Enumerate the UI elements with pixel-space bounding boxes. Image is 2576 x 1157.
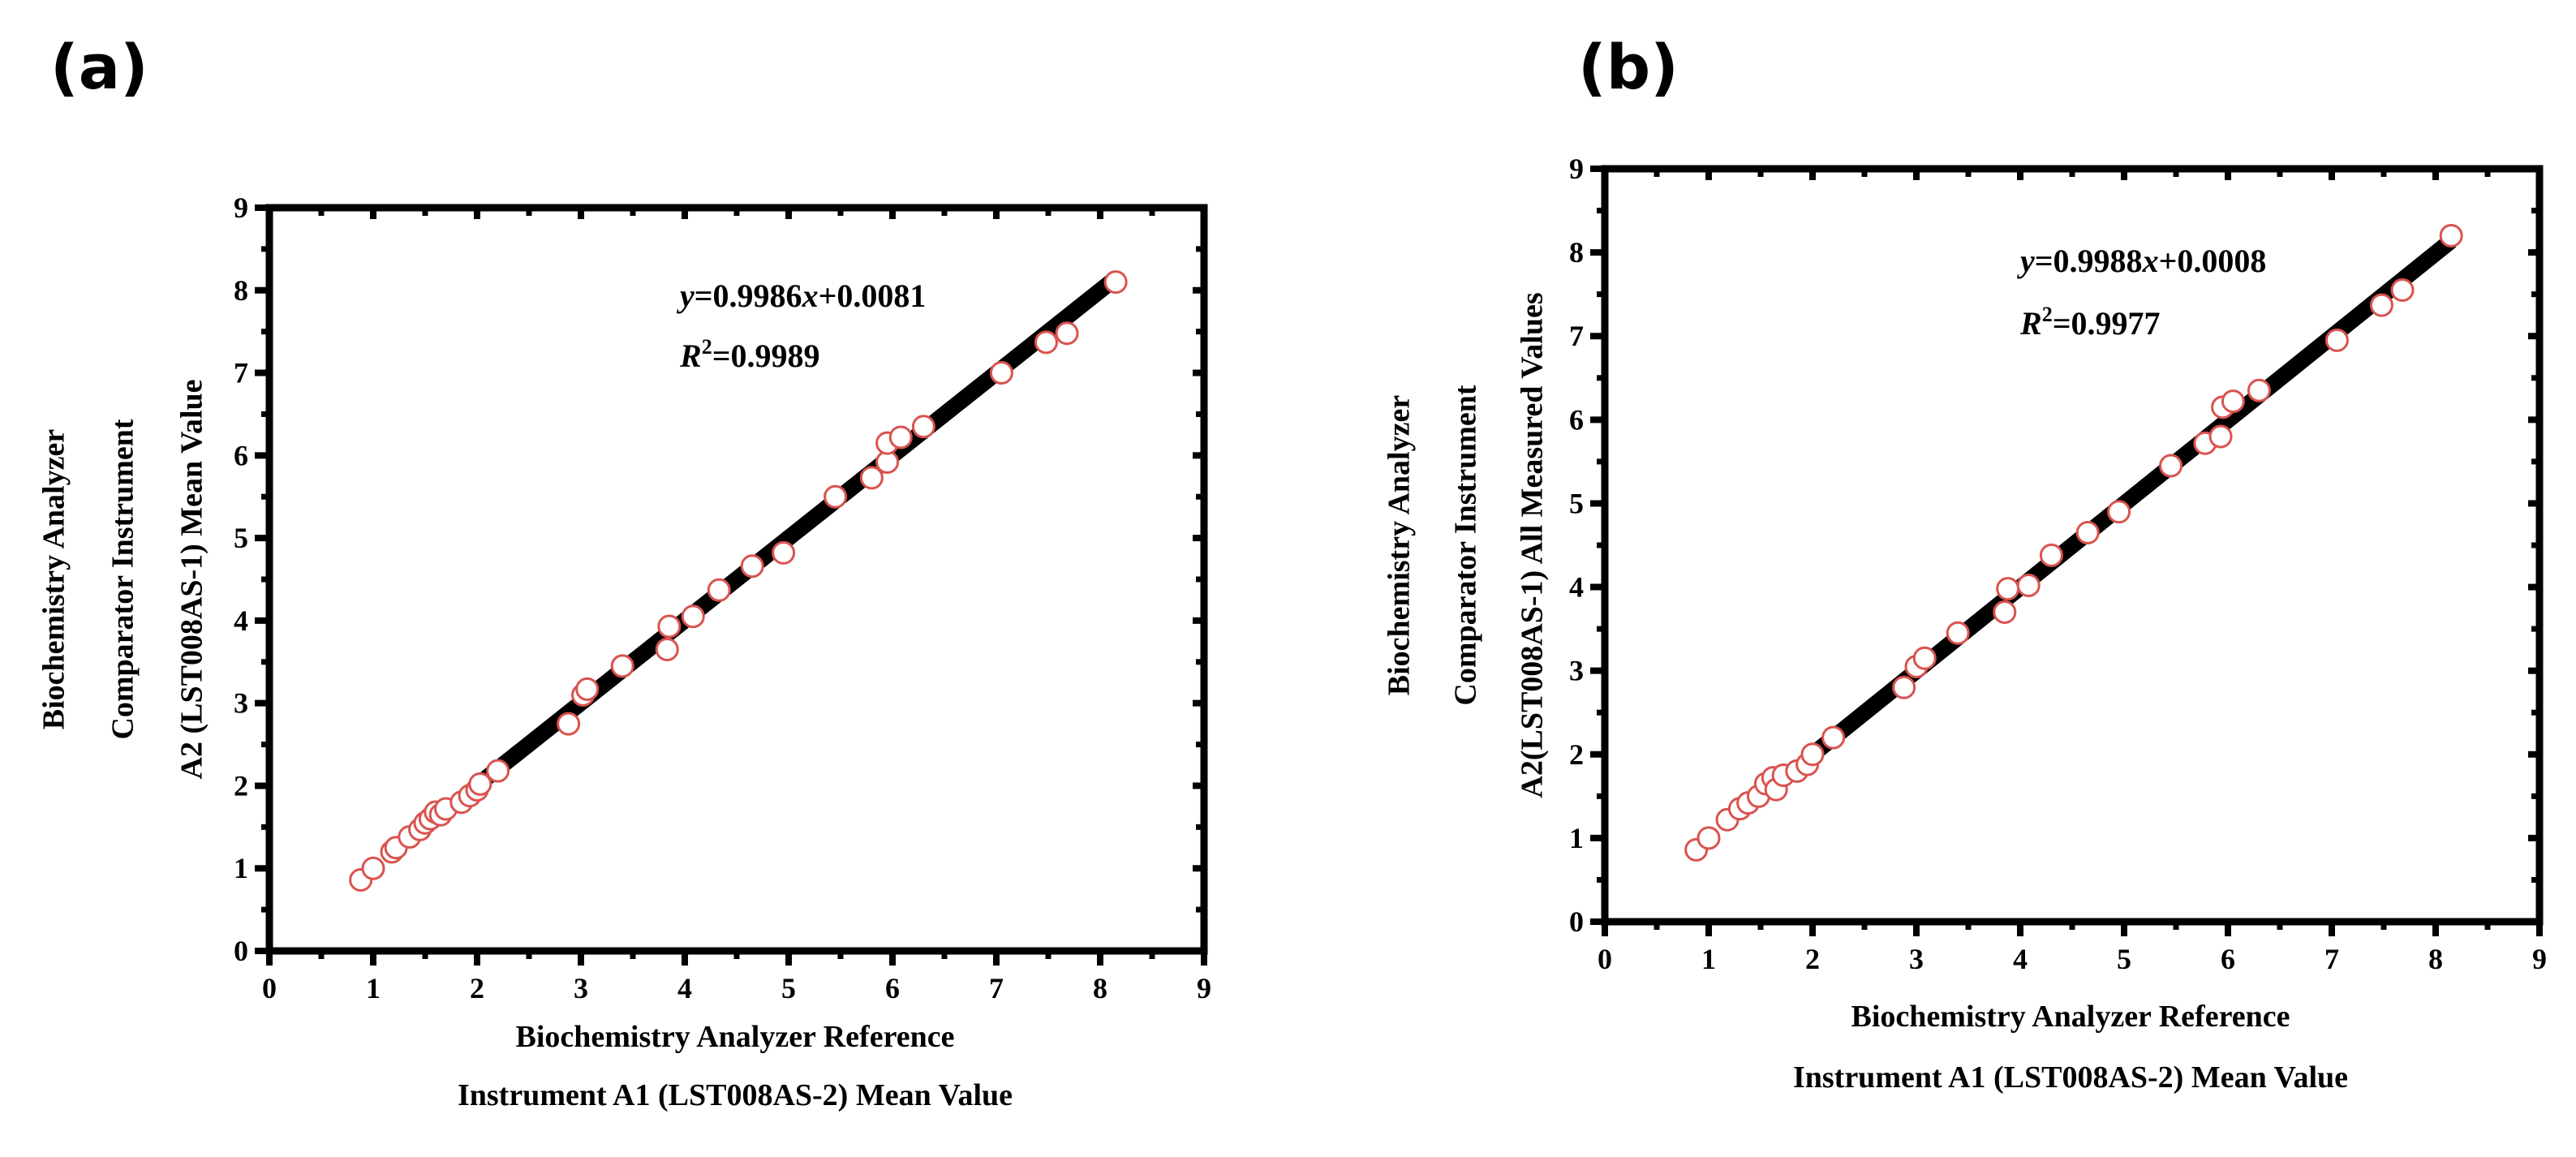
y-tick-label: 2 — [1569, 738, 1584, 771]
data-point — [2075, 521, 2100, 545]
data-point — [989, 361, 1013, 385]
data-point — [2208, 424, 2233, 449]
y-tick-label: 5 — [234, 522, 248, 554]
x-tick-label: 9 — [1197, 972, 1211, 1004]
data-point — [1912, 646, 1937, 670]
data-point — [486, 759, 510, 783]
y-axis-title-line: Biochemistry Analyzer — [37, 429, 71, 730]
x-tick-label: 0 — [262, 972, 277, 1004]
data-point — [824, 484, 848, 509]
data-point — [1946, 621, 1970, 645]
x-tick-label: 4 — [2013, 943, 2028, 975]
data-point — [1034, 330, 1058, 355]
x-tick-label: 9 — [2532, 943, 2547, 975]
data-point — [2324, 328, 2349, 352]
y-axis-title-line: Comparator Instrument — [1449, 385, 1483, 705]
data-point — [859, 466, 884, 490]
data-point — [655, 638, 679, 662]
y-tick-label: 8 — [1569, 236, 1584, 269]
x-tick-label: 3 — [574, 972, 588, 1004]
y-tick-label: 3 — [234, 687, 248, 720]
y-axis-title-line: Comparator Instrument — [106, 419, 140, 739]
panel-label-b: (b) — [1578, 31, 1679, 103]
data-point — [772, 540, 796, 565]
regression-equation: y=0.9988x+0.0008 — [2017, 243, 2266, 279]
x-tick-label: 0 — [1598, 943, 1612, 975]
data-point — [2221, 389, 2245, 414]
y-tick-label: 9 — [234, 191, 248, 224]
y-tick-label: 6 — [1569, 403, 1584, 436]
y-tick-label: 5 — [1569, 487, 1584, 519]
x-tick-label: 6 — [885, 972, 900, 1004]
data-point — [2039, 543, 2063, 567]
x-axis-title-line: Biochemistry Analyzer Reference — [1851, 1000, 2290, 1034]
x-tick-label: 1 — [1701, 943, 1716, 975]
data-point — [740, 554, 764, 578]
y-tick-label: 3 — [1569, 655, 1584, 687]
data-point — [1892, 675, 1916, 699]
data-point — [2159, 454, 2183, 478]
data-point — [1697, 826, 1721, 850]
data-point — [1800, 742, 1825, 767]
panel-label-a: (a) — [50, 31, 148, 103]
y-tick-label: 2 — [234, 769, 248, 802]
data-point — [657, 614, 682, 639]
data-point — [2439, 223, 2463, 247]
y-tick-label: 6 — [234, 439, 248, 471]
r-squared: R2=0.9977 — [2019, 303, 2160, 342]
data-point — [2016, 573, 2041, 597]
data-point — [557, 712, 581, 736]
x-tick-label: 8 — [2428, 943, 2443, 975]
data-point — [681, 604, 705, 629]
data-point — [468, 772, 492, 796]
x-tick-label: 7 — [989, 972, 1004, 1004]
data-point — [1821, 725, 1846, 750]
x-axis-title-line: Biochemistry Analyzer Reference — [516, 1020, 955, 1054]
x-tick-label: 5 — [2117, 943, 2131, 975]
data-point — [2247, 378, 2271, 402]
chart-b: 0 1 2 3 4 5 6 7 8 9 0 1 2 3 4 5 6 7 8 9 Biochemistry Analyze… — [1383, 153, 2547, 1095]
y-tick-label: 8 — [234, 274, 248, 307]
y-tick-label: 4 — [1569, 571, 1584, 604]
data-point — [707, 578, 731, 602]
regression-equation: y=0.9986x+0.0081 — [677, 277, 926, 314]
data-point — [1996, 577, 2020, 601]
data-point — [911, 415, 935, 439]
data-point — [1103, 270, 1128, 295]
x-tick-label: 5 — [781, 972, 796, 1004]
data-point — [610, 654, 634, 678]
x-axis-title-line: Instrument A1 (LST008AS-2) Mean Value — [1793, 1060, 2348, 1095]
data-point — [2390, 278, 2415, 303]
data-point — [2107, 500, 2131, 524]
chart-a: 0 1 2 3 4 5 6 7 8 9 0 1 2 3 4 5 6 7 8 9 Biochemistry Analyze… — [37, 191, 1211, 1112]
x-axis-title-line: Instrument A1 (LST008AS-2) Mean Value — [458, 1078, 1013, 1112]
x-tick-label: 8 — [1093, 972, 1107, 1004]
y-tick-label: 9 — [1569, 153, 1584, 185]
x-tick-label: 7 — [2324, 943, 2339, 975]
y-tick-label: 0 — [234, 935, 248, 967]
y-tick-label: 7 — [234, 357, 248, 389]
x-tick-label: 3 — [1909, 943, 1924, 975]
y-axis-title-line: A2 (LST008AS-1) Mean Value — [175, 380, 209, 780]
x-tick-label: 2 — [470, 972, 484, 1004]
data-point — [361, 856, 385, 880]
y-tick-label: 1 — [234, 852, 248, 884]
data-point — [888, 425, 913, 449]
data-point — [1055, 321, 1079, 346]
y-tick-label: 1 — [1569, 822, 1584, 854]
r-squared: R2=0.9989 — [679, 335, 819, 374]
y-axis-title-line: Biochemistry Analyzer — [1383, 395, 1417, 696]
x-tick-label: 1 — [366, 972, 381, 1004]
data-point — [2369, 293, 2393, 317]
y-axis-title-line: A2(LST008AS-1) All Measured Values — [1516, 292, 1550, 798]
data-point — [575, 677, 600, 701]
x-tick-label: 4 — [677, 972, 692, 1004]
x-tick-label: 2 — [1805, 943, 1820, 975]
data-point — [1993, 600, 2017, 624]
y-tick-label: 7 — [1569, 320, 1584, 352]
y-tick-label: 0 — [1569, 905, 1584, 938]
y-tick-label: 4 — [234, 604, 248, 637]
x-tick-label: 6 — [2221, 943, 2235, 975]
